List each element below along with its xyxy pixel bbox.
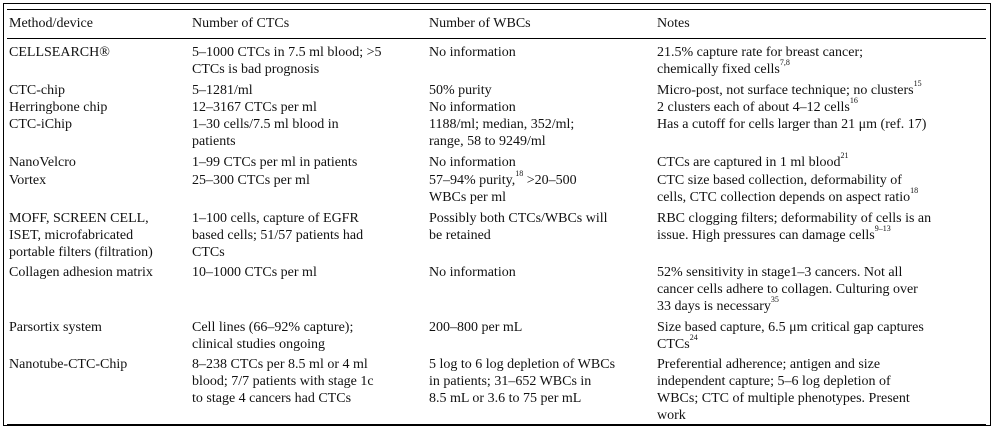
footnote-ref: 18 bbox=[910, 186, 919, 196]
row-ctcs: 5–1281/ml bbox=[192, 83, 253, 98]
footnote-ref: 16 bbox=[849, 96, 858, 106]
row-notes: RBC clogging filters; deformability of c… bbox=[657, 211, 932, 243]
row-notes: 2 clusters each of about 4–12 cells16 bbox=[657, 96, 858, 115]
row-method: CTC-chip bbox=[9, 83, 65, 98]
row-ctcs: 10–1000 CTCs per ml bbox=[192, 265, 317, 280]
row-wbcs: Possibly both CTCs/WBCs will be retained bbox=[429, 211, 608, 243]
footnote-ref: 7,8 bbox=[779, 58, 790, 68]
row-ctcs: 1–99 CTCs per ml in patients bbox=[192, 155, 358, 170]
row-wbcs: 200–800 per mL bbox=[429, 320, 523, 335]
table-frame bbox=[3, 3, 991, 426]
header-notes: Notes bbox=[657, 16, 690, 31]
row-notes: Size based capture, 6.5 μm critical gap … bbox=[657, 320, 924, 352]
row-ctcs: 12–3167 CTCs per ml bbox=[192, 100, 317, 115]
row-notes: CTC size based collection, deformability… bbox=[657, 173, 919, 205]
row-ctcs: 5–1000 CTCs in 7.5 ml blood; >5 CTCs is b… bbox=[192, 45, 382, 77]
top-rule bbox=[7, 9, 986, 10]
row-method: NanoVelcro bbox=[9, 155, 76, 170]
row-wbcs: No information bbox=[429, 265, 516, 280]
row-ctcs: 8–238 CTCs per 8.5 ml or 4 ml blood; 7/7 … bbox=[192, 357, 374, 406]
row-wbcs: 57–94% purity,18 >20–500 WBCs per ml bbox=[429, 169, 577, 205]
row-method: MOFF, SCREEN CELL, ISET, microfabricated p… bbox=[9, 211, 153, 260]
row-ctcs: Cell lines (66–92% capture); clinical stu… bbox=[192, 320, 354, 352]
row-wbcs: No information bbox=[429, 45, 516, 60]
row-ctcs: 1–100 cells, capture of EGFR based cells;… bbox=[192, 211, 364, 260]
row-notes: Micro-post, not surface technique; no cl… bbox=[657, 79, 922, 98]
header-ctcs: Number of CTCs bbox=[192, 16, 290, 31]
row-wbcs: No information bbox=[429, 155, 516, 170]
row-method: Vortex bbox=[9, 173, 47, 188]
row-ctcs: 1–30 cells/7.5 ml blood in patients bbox=[192, 117, 339, 149]
row-method: CELLSEARCH® bbox=[9, 45, 110, 60]
header-wbcs: Number of WBCs bbox=[429, 16, 531, 31]
row-notes: Has a cutoff for cells larger than 21 μm… bbox=[657, 117, 927, 132]
footnote-ref: 35 bbox=[770, 295, 779, 305]
row-notes: CTCs are captured in 1 ml blood21 bbox=[657, 151, 849, 170]
row-method: Nanotube-CTC-Chip bbox=[9, 357, 128, 372]
row-notes: 52% sensitivity in stage1–3 cancers. Not… bbox=[657, 265, 918, 314]
row-wbcs: 5 log to 6 log depletion of WBCs in patie… bbox=[429, 357, 616, 406]
row-wbcs: No information bbox=[429, 100, 516, 115]
row-wbcs: 1188/ml; median, 352/ml; range, 58 to 924… bbox=[429, 117, 575, 149]
row-wbcs: 50% purity bbox=[429, 83, 492, 98]
bottom-rule bbox=[7, 424, 986, 425]
footnote-ref: 9–13 bbox=[874, 224, 891, 234]
row-method: Collagen adhesion matrix bbox=[9, 265, 153, 280]
row-method: Herringbone chip bbox=[9, 100, 108, 115]
row-method: CTC-iChip bbox=[9, 117, 73, 132]
footnote-ref: 24 bbox=[689, 333, 698, 343]
footnote-ref: 21 bbox=[840, 151, 849, 161]
row-notes: Preferential adherence; antigen and size… bbox=[657, 357, 910, 423]
header-rule bbox=[7, 38, 986, 39]
row-notes: 21.5% capture rate for breast cancer; che… bbox=[657, 45, 863, 77]
footnote-ref: 15 bbox=[913, 79, 922, 89]
row-ctcs: 25–300 CTCs per ml bbox=[192, 173, 310, 188]
header-method: Method/device bbox=[9, 16, 93, 31]
footnote-ref: 18 bbox=[515, 169, 524, 179]
row-method: Parsortix system bbox=[9, 320, 102, 335]
